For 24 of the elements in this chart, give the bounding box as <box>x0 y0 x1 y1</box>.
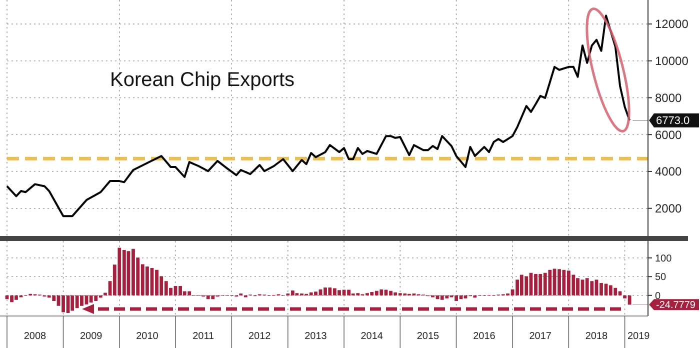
x-tick-label: 2015 <box>416 331 440 342</box>
x-tick-label: 2019 <box>627 331 650 342</box>
x-tick-label: 2013 <box>304 331 328 342</box>
x-tick-label: 2011 <box>192 331 215 342</box>
x-tick-label: 2009 <box>80 331 103 342</box>
y-tick-label: 2000 <box>655 202 682 216</box>
y-tick-label: 10000 <box>655 54 689 68</box>
annotation: -24.7779 <box>656 300 696 312</box>
x-tick-label: 2014 <box>360 331 384 342</box>
y-tick-label: 12000 <box>655 17 689 32</box>
y-tick-label: 4000 <box>655 164 682 179</box>
x-tick-label: 2018 <box>585 331 608 342</box>
y-tick-label: 50 <box>655 272 667 284</box>
x-tick-label: 2010 <box>136 331 159 342</box>
x-tick-label: 2012 <box>248 331 272 342</box>
y-tick-label: 100 <box>655 253 672 264</box>
x-tick-label: 2016 <box>473 331 496 342</box>
x-tick-label: 2008 <box>24 331 47 342</box>
line-series <box>6 14 631 218</box>
y-tick-label: 8000 <box>655 90 682 105</box>
x-tick-label: 2017 <box>529 331 552 342</box>
annotation: 6773.0 <box>656 115 690 128</box>
y-tick-label: 6000 <box>655 128 682 142</box>
text: Korean Chip Exports <box>110 69 295 91</box>
